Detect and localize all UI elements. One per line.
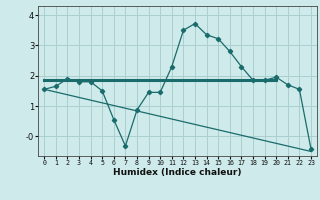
X-axis label: Humidex (Indice chaleur): Humidex (Indice chaleur) (113, 168, 242, 177)
